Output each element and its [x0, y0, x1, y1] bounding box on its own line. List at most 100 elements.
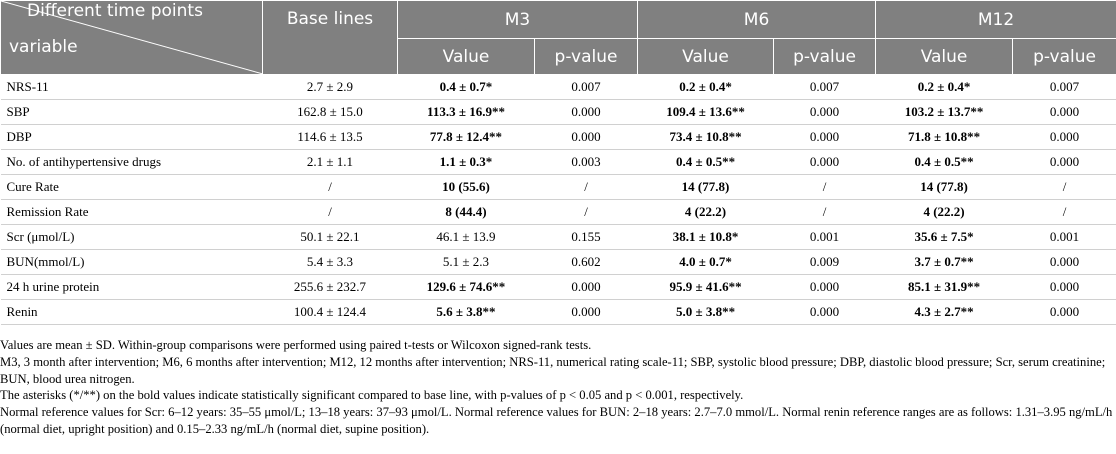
value-cell: 0.009	[773, 249, 876, 275]
value-cell: /	[534, 199, 638, 225]
value-cell: 5.4 ± 3.3	[262, 249, 398, 275]
value-cell: 0.000	[773, 124, 876, 150]
table-row: No. of antihypertensive drugs 2.1 ± 1.1 1.…	[0, 149, 1116, 175]
sub-header: p-value	[533, 38, 639, 75]
value-cell: 162.8 ± 15.0	[262, 99, 398, 125]
value-cell: 4.3 ± 2.7**	[875, 299, 1013, 325]
group-header: M12	[875, 0, 1116, 39]
value-cell: 0.2 ± 0.4*	[637, 74, 774, 100]
sub-header: p-value	[773, 38, 877, 75]
value-cell: 0.000	[1012, 274, 1116, 300]
variable-cell: Scr (μmol/L)	[0, 224, 263, 250]
value-cell: 38.1 ± 10.8*	[637, 224, 774, 250]
value-cell: /	[262, 174, 398, 200]
table-row: Cure Rate/10 (55.6)/14 (77.8)/14 (77.8) /	[0, 174, 1116, 200]
value-cell: 10 (55.6)	[397, 174, 535, 200]
table-row: Remission Rate/8 (44.4)/4 (22.2)/4 (22.2…	[0, 199, 1116, 225]
value-cell: 113.3 ± 16.9**	[397, 99, 535, 125]
value-cell: 85.1 ± 31.9**	[875, 274, 1013, 300]
value-cell: 0.000	[773, 149, 876, 175]
value-cell: 114.6 ± 13.5	[262, 124, 398, 150]
diagonal	[1, 1, 263, 74]
sub-header: Value	[875, 38, 1014, 75]
value-cell: 0.155	[534, 224, 638, 250]
value-cell: 1.1 ± 0.3*	[397, 149, 535, 175]
value-cell: 255.6 ± 232.7	[262, 274, 398, 300]
value-cell: 71.8 ± 10.8**	[875, 124, 1013, 150]
value-cell: 0.007	[1012, 74, 1116, 100]
value-cell: 0.000	[773, 299, 876, 325]
value-cell: /	[534, 174, 638, 200]
value-cell: 0.4 ± 0.5**	[637, 149, 774, 175]
value-cell: 0.000	[534, 124, 638, 150]
value-cell: 0.000	[773, 99, 876, 125]
variable-cell: No. of antihypertensive drugs	[0, 149, 263, 175]
value-cell: 0.000	[534, 274, 638, 300]
footnotes: Values are mean ± SD. Within-group compa…	[0, 325, 1116, 438]
value-cell: 46.1 ± 13.9	[397, 224, 535, 250]
value-cell: 2.1 ± 1.1	[262, 149, 398, 175]
value-cell: 73.4 ± 10.8**	[637, 124, 774, 150]
value-cell: 77.8 ± 12.4**	[397, 124, 535, 150]
footnote: Values are mean ± SD. Within-group compa…	[0, 338, 592, 352]
value-cell: 5.1 ± 2.3	[397, 249, 535, 275]
value-cell: 4 (22.2)	[875, 199, 1013, 225]
table-row: 24 h urine protein 255.6 ± 232.7 129.6 ± 7…	[0, 274, 1116, 300]
value-cell: 2.7 ± 2.9	[262, 74, 398, 100]
value-cell: 103.2 ± 13.7**	[875, 99, 1013, 125]
sub-header: p-value	[1012, 38, 1116, 75]
table-row: Renin 100.4 ± 124.4 5.6 ± 3.8** 0.000 5.0 ± …	[0, 299, 1116, 325]
value-cell: 5.0 ± 3.8**	[637, 299, 774, 325]
table-row: BUN(mmol/L) 5.4 ± 3.3 5.1 ± 2.3 0.602 4.0 ± …	[0, 249, 1116, 275]
value-cell: 0.000	[1012, 124, 1116, 150]
value-cell: 50.1 ± 22.1	[262, 224, 398, 250]
value-cell: 0.000	[1012, 149, 1116, 175]
sub-header: Value	[397, 38, 535, 75]
value-cell: /	[1012, 174, 1116, 200]
variable-cell: NRS-11	[0, 74, 263, 100]
footnote: M3, 3 month after intervention; M6, 6 mo…	[0, 354, 1106, 386]
value-cell: 0.000	[1012, 99, 1116, 125]
table-row: Scr (μmol/L) 50.1 ± 22.1 46.1 ± 13.9 0.155 3…	[0, 224, 1116, 250]
value-cell: 129.6 ± 74.6**	[397, 274, 535, 300]
value-cell: 109.4 ± 13.6**	[637, 99, 774, 125]
value-cell: 0.003	[534, 149, 638, 175]
value-cell: 0.007	[534, 74, 638, 100]
corner-top: Different time points	[27, 1, 203, 21]
value-cell: 0.007	[773, 74, 876, 100]
variable-cell: DBP	[0, 124, 263, 150]
corner-bottom: variable	[9, 37, 78, 57]
value-cell: 95.9 ± 41.6**	[637, 274, 774, 300]
value-cell: 0.000	[534, 299, 638, 325]
corner-cell: Different time points variable	[0, 0, 263, 75]
variable-cell: Renin	[0, 299, 263, 325]
value-cell: 0.000	[534, 99, 638, 125]
footnote: Normal reference values for Scr: 6–12 ye…	[0, 405, 1113, 436]
footnote: The asterisks (*/**) on the bold values …	[0, 388, 744, 403]
variable-cell: BUN(mmol/L)	[0, 249, 263, 275]
variable-cell: Cure Rate	[0, 174, 263, 200]
value-cell: 100.4 ± 124.4	[262, 299, 398, 325]
variable-cell: 24 h urine protein	[0, 274, 263, 300]
value-cell: 4 (22.2)	[637, 199, 774, 225]
value-cell: 0.4 ± 0.7*	[397, 74, 535, 100]
value-cell: 14 (77.8)	[637, 174, 774, 200]
group-header: M3	[396, 0, 639, 39]
value-cell: 0.000	[1012, 299, 1116, 325]
value-cell: /	[262, 199, 398, 225]
value-cell: /	[773, 174, 876, 200]
value-cell: 0.2 ± 0.4*	[875, 74, 1013, 100]
value-cell: 14 (77.8)	[875, 174, 1013, 200]
variable-cell: SBP	[0, 99, 263, 125]
value-cell: 0.602	[534, 249, 638, 275]
value-cell: 0.001	[1012, 224, 1116, 250]
value-cell: 0.000	[773, 274, 876, 300]
variable-cell: Remission Rate	[0, 199, 263, 225]
table-row: SBP 162.8 ± 15.0 113.3 ± 16.9** 0.000 109.4 …	[0, 99, 1116, 125]
table-row: DBP 114.6 ± 13.5 77.8 ± 12.4** 0.000 73.4 ± …	[0, 124, 1116, 150]
group-header: M6	[637, 0, 877, 39]
value-cell: 4.0 ± 0.7*	[637, 249, 774, 275]
sub-header: Value	[637, 38, 775, 75]
value-cell: /	[1012, 199, 1116, 225]
